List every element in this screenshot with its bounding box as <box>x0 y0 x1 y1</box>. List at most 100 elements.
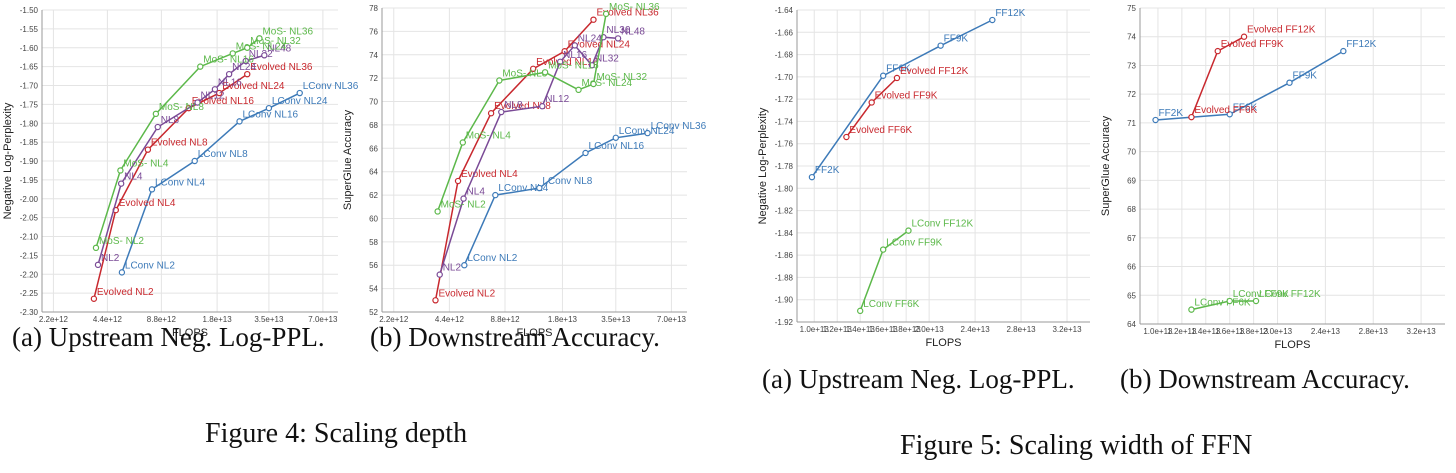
x-tick-label: 1.6e+13 <box>1215 327 1245 336</box>
y-axis-label: Negative Log-Perplexity <box>2 102 14 219</box>
subcaption-fig5b: (b) Downstream Accuracy. <box>1120 364 1410 394</box>
point-label: Evolved FF6K <box>849 125 912 136</box>
y-tick-label: -1.90 <box>775 296 794 305</box>
y-tick-label: 52 <box>369 308 378 317</box>
data-point <box>459 139 466 146</box>
y-tick-label: 64 <box>1127 320 1136 329</box>
point-label: LConv NL8 <box>198 149 248 160</box>
point-label: MoS- NL8 <box>502 68 547 79</box>
data-point <box>225 70 233 78</box>
data-point <box>154 123 161 131</box>
y-tick-label: -1.95 <box>20 176 39 185</box>
y-tick-label: 64 <box>369 168 378 177</box>
series-line <box>434 19 595 301</box>
point-label: MoS- NL24 <box>236 41 287 52</box>
data-point <box>434 208 441 215</box>
point-label: FF12K <box>1346 39 1376 50</box>
data-point <box>612 134 619 141</box>
x-tick-label: 1.2e+13 <box>1167 327 1197 336</box>
data-point <box>244 44 251 51</box>
point-label: Evolved NL2 <box>438 288 495 299</box>
chart-fig5a-svg: 1.0e+131.2e+131.4e+131.6e+131.8e+132.0e+… <box>757 6 1090 349</box>
data-point <box>1226 297 1233 305</box>
y-tick-label: -1.86 <box>775 251 794 260</box>
x-axis-label: FLOPS <box>1274 339 1310 351</box>
point-label: Evolved FF6K <box>1194 105 1257 116</box>
y-tick-label: 76 <box>369 27 378 36</box>
point-label: FF9K <box>944 34 969 45</box>
y-tick-label: 68 <box>369 121 378 130</box>
point-label: MoS- NL4 <box>466 130 511 141</box>
x-tick-label: 3.2e+13 <box>1052 325 1082 334</box>
point-label: NL16 <box>218 77 242 88</box>
series-line <box>811 19 993 178</box>
point-label: NL2 <box>101 253 120 264</box>
data-point <box>454 177 462 185</box>
data-point <box>989 16 996 24</box>
y-tick-label: 68 <box>1127 205 1136 214</box>
y-tick-label: -1.60 <box>20 44 39 53</box>
y-tick-label: -1.74 <box>775 117 794 126</box>
data-point <box>211 86 219 93</box>
data-point <box>571 42 579 49</box>
y-tick-label: 54 <box>369 285 378 294</box>
data-point <box>94 261 102 269</box>
y-tick-label: 70 <box>369 98 378 107</box>
y-tick-label: 71 <box>1127 119 1136 128</box>
data-point <box>588 62 596 69</box>
data-point <box>582 149 589 157</box>
chart-fig5a: 1.0e+13 1.2e+13 1.4e+13 1.6e+13 1.8e+13 2.0e+… <box>755 0 1100 349</box>
chart-fig4a: 2.2e+12 4.4e+12 8.8e+12 1.8e+13 3.5e+13 7.0e+… <box>0 0 359 339</box>
data-point <box>602 10 610 18</box>
x-tick-label: 1.8e+13 <box>548 315 578 324</box>
point-label: LConv NL16 <box>243 109 299 120</box>
data-point <box>492 191 499 199</box>
data-point <box>590 16 597 23</box>
data-point <box>561 48 568 55</box>
point-label: NL4 <box>124 172 143 183</box>
y-tick-label: 69 <box>1127 176 1136 185</box>
x-tick-label: 1.4e+13 <box>846 325 876 334</box>
chart-fig4a-svg: 2.2e+12 4.4e+12 8.8e+12 1.8e+13 3.5e+13 7.0e+… <box>2 6 359 339</box>
data-point <box>937 42 944 49</box>
point-label: MoS- NL2 <box>99 236 144 247</box>
data-point <box>1286 79 1293 86</box>
data-point <box>1252 297 1260 305</box>
y-tick-label: 58 <box>369 238 378 247</box>
data-point <box>256 35 263 42</box>
x-tick-label: 2.8e+13 <box>1006 325 1036 334</box>
y-tick-label: 66 <box>369 144 378 153</box>
data-point <box>1188 306 1195 313</box>
y-tick-label: -2.30 <box>20 308 39 317</box>
point-label: Evolved FF9K <box>875 90 938 101</box>
data-point <box>893 74 901 82</box>
series-line <box>97 54 265 266</box>
y-tick-label: 72 <box>369 74 378 83</box>
point-label: Evolved NL4 <box>119 198 176 209</box>
series-line <box>93 73 248 299</box>
chart-fig5b: 1.0e+13 1.2e+13 1.4e+13 1.6e+13 1.8e+13 2.0e+… <box>1100 0 1456 351</box>
data-point <box>265 104 273 112</box>
x-tick-label: 1.4e+13 <box>1191 327 1221 336</box>
x-tick-label: 2.2e+12 <box>39 315 69 324</box>
y-tick-label: -1.70 <box>775 73 794 82</box>
x-tick-label: 1.0e+13 <box>800 325 830 334</box>
point-label: Evolved NL4 <box>461 169 518 180</box>
point-label: NL48 <box>267 43 291 54</box>
point-label: MoS- NL32 <box>596 72 647 83</box>
data-point <box>229 50 236 57</box>
y-tick-label: -1.72 <box>775 95 794 104</box>
point-label: NL48 <box>621 26 645 37</box>
data-point <box>90 295 98 302</box>
y-tick-label: -1.80 <box>775 184 794 193</box>
data-point <box>194 99 201 106</box>
point-label: Evolved FF9K <box>1221 39 1284 50</box>
point-label: Evolved NL2 <box>97 287 154 298</box>
point-label: NL2 <box>443 263 462 274</box>
point-label: LConv FF9K <box>1233 289 1289 300</box>
y-tick-label: -1.82 <box>775 207 794 216</box>
data-point <box>436 271 443 278</box>
point-label: LConv NL24 <box>272 96 328 107</box>
point-label: LConv NL8 <box>542 176 592 187</box>
point-label: NL36 <box>606 25 630 36</box>
